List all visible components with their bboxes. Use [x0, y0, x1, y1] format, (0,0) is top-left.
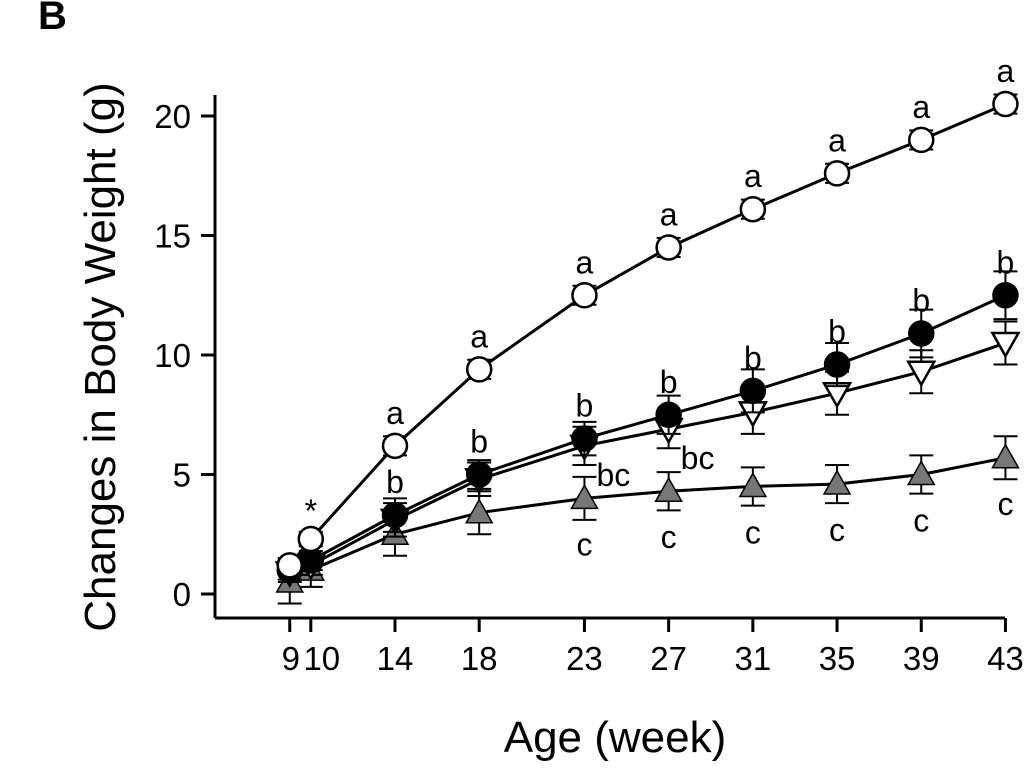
data-point	[655, 234, 682, 261]
x-tick-label: 9	[282, 640, 300, 677]
y-tick-label: 15	[154, 218, 191, 255]
data-point	[906, 360, 937, 388]
significance-label: a	[744, 158, 762, 194]
data-point	[381, 432, 409, 460]
data-point	[571, 425, 598, 452]
significance-label: a	[470, 318, 488, 354]
significance-label: a	[828, 122, 846, 158]
y-tick-label: 10	[154, 337, 191, 374]
significance-label: c	[913, 503, 929, 539]
significance-label: a	[386, 395, 404, 431]
data-point	[990, 331, 1021, 359]
data-point	[738, 471, 768, 498]
data-point	[297, 525, 325, 553]
data-point	[465, 461, 493, 488]
data-point	[739, 377, 767, 405]
data-point	[992, 90, 1019, 118]
series-line	[288, 102, 1007, 567]
data-point	[571, 282, 598, 309]
x-tick-label: 18	[461, 640, 498, 677]
series-line	[289, 456, 1006, 584]
significance-label: a	[997, 53, 1015, 89]
x-tick-label: 23	[566, 640, 603, 677]
data-point	[823, 160, 851, 187]
significance-label: a	[660, 196, 678, 232]
significance-label: b	[744, 340, 762, 376]
data-point	[655, 401, 682, 428]
data-point	[991, 443, 1020, 469]
significance-label: c	[661, 519, 677, 555]
significance-label: b	[576, 388, 594, 424]
significance-label: bc	[681, 440, 715, 476]
significance-label: bc	[596, 457, 630, 493]
x-tick-label: 39	[903, 640, 940, 677]
x-tick-label: 27	[650, 640, 687, 677]
data-point	[822, 469, 852, 495]
significance-label: c	[576, 526, 592, 562]
data-point	[654, 476, 683, 502]
x-tick-label: 14	[377, 640, 414, 677]
series-filled-circle: b b b b b b b b	[276, 244, 1019, 584]
data-point	[276, 552, 303, 579]
y-tick-label: 0	[173, 576, 191, 613]
x-axis-title: Age (week)	[504, 713, 727, 762]
significance-label: b	[660, 364, 678, 400]
data-point	[570, 483, 599, 510]
significance-label: a	[912, 89, 930, 125]
series-line	[289, 341, 1006, 574]
data-point	[823, 351, 851, 378]
y-axis-title: Changes in Body Weight (g)	[76, 82, 125, 631]
x-tick-label: 35	[819, 640, 856, 677]
x-tick-label: 31	[734, 640, 771, 677]
data-point	[992, 282, 1019, 309]
data-point	[464, 498, 494, 524]
data-point	[465, 356, 493, 383]
data-point	[906, 459, 936, 486]
significance-label: c	[745, 514, 761, 550]
data-point	[908, 320, 935, 347]
significance-label: b	[828, 314, 846, 350]
significance-label: b	[470, 424, 488, 460]
significance-label: *	[305, 493, 317, 529]
data-point	[739, 195, 767, 223]
data-point	[908, 126, 935, 154]
series-line	[289, 293, 1007, 572]
series-open-circle: * a a a a a a a a	[276, 53, 1019, 579]
y-tick-label: 5	[173, 457, 191, 494]
x-tick-label: 43	[987, 640, 1024, 677]
significance-label: a	[576, 244, 594, 280]
data-point	[381, 501, 409, 529]
y-tick-label: 20	[154, 98, 191, 135]
significance-label: b	[997, 244, 1015, 280]
significance-label: c	[829, 512, 845, 548]
significance-label: b	[912, 282, 930, 318]
significance-label: b	[386, 464, 404, 500]
panel-label: B	[38, 0, 67, 38]
x-tick-label: 10	[303, 640, 340, 677]
significance-label: c	[997, 486, 1013, 522]
